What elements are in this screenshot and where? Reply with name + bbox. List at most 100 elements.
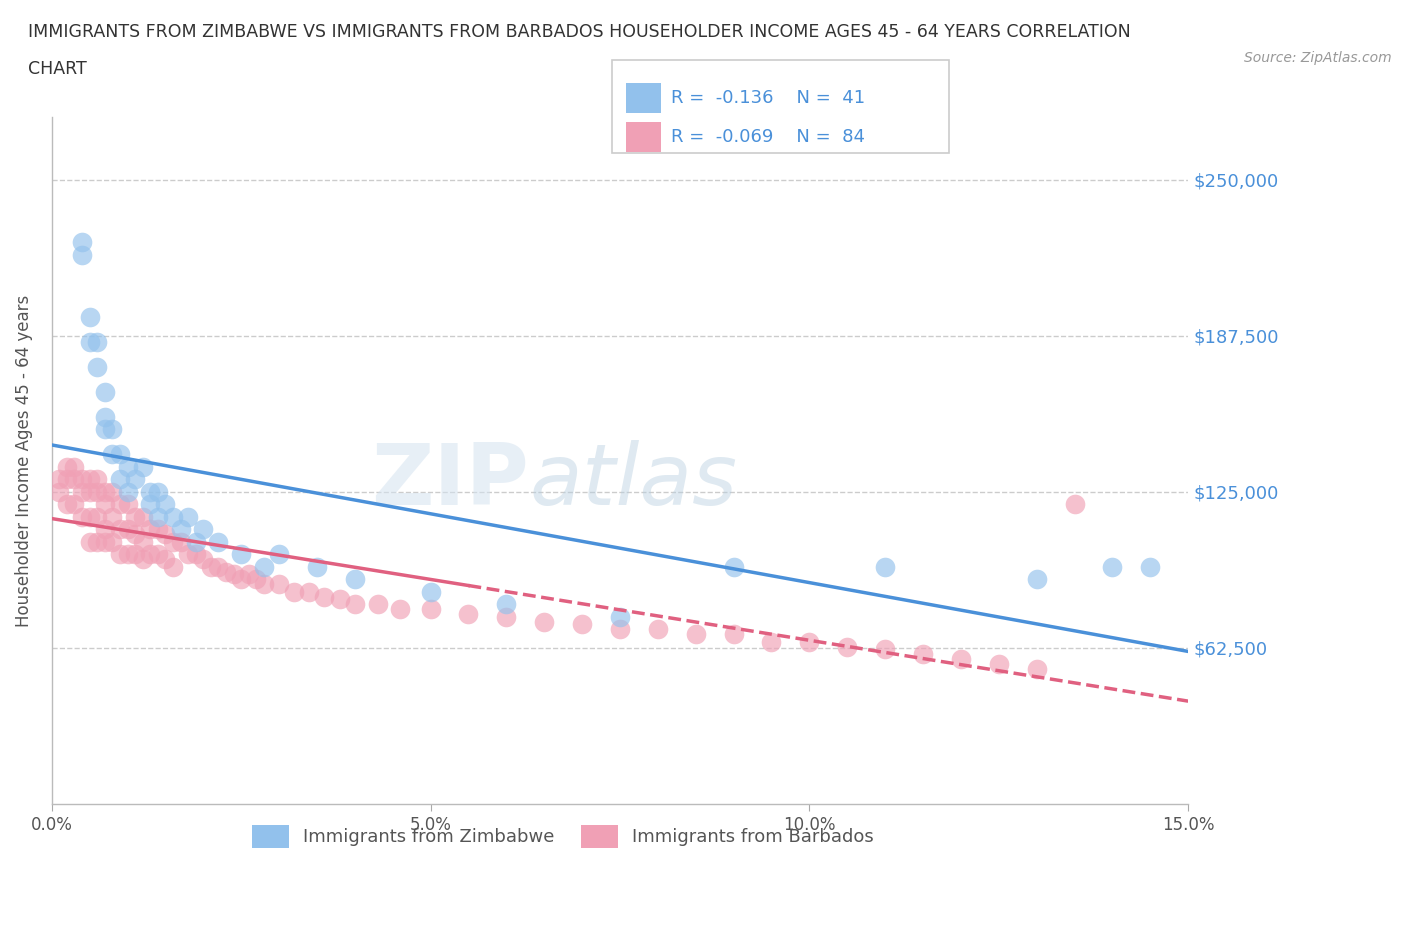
Point — [86, 510, 108, 525]
Point — [94, 422, 117, 437]
Point — [1139, 559, 1161, 574]
Point — [117, 485, 139, 499]
Point — [56, 472, 79, 486]
Text: atlas: atlas — [529, 440, 737, 523]
Point — [837, 639, 859, 654]
Point — [609, 621, 631, 636]
Point — [184, 534, 207, 549]
Point — [253, 577, 276, 591]
Point — [571, 617, 593, 631]
Point — [124, 472, 146, 486]
Point — [343, 572, 366, 587]
Point — [108, 446, 131, 461]
Point — [139, 522, 162, 537]
Point — [298, 584, 321, 599]
Point — [723, 627, 745, 642]
Legend: Immigrants from Zimbabwe, Immigrants from Barbados: Immigrants from Zimbabwe, Immigrants fro… — [243, 817, 883, 857]
Point — [86, 485, 108, 499]
Point — [146, 547, 169, 562]
Point — [86, 360, 108, 375]
Point — [949, 652, 972, 667]
Point — [799, 634, 821, 649]
Point — [70, 234, 93, 249]
Point — [162, 510, 184, 525]
Point — [131, 534, 153, 549]
Point — [162, 534, 184, 549]
Point — [987, 657, 1010, 671]
Point — [101, 510, 124, 525]
Point — [1025, 572, 1047, 587]
Point — [875, 559, 897, 574]
Point — [94, 497, 117, 512]
Point — [329, 591, 352, 606]
Point — [533, 614, 555, 629]
Point — [155, 526, 177, 541]
Point — [108, 497, 131, 512]
Point — [231, 547, 253, 562]
Point — [139, 485, 162, 499]
Point — [108, 547, 131, 562]
Point — [117, 459, 139, 474]
Point — [343, 597, 366, 612]
Point — [495, 597, 517, 612]
Point — [207, 559, 229, 574]
Text: Source: ZipAtlas.com: Source: ZipAtlas.com — [1244, 51, 1392, 65]
Point — [314, 589, 336, 604]
Point — [101, 422, 124, 437]
Point — [1025, 661, 1047, 676]
Point — [215, 565, 238, 579]
Point — [267, 577, 290, 591]
Point — [238, 566, 260, 581]
Point — [457, 606, 479, 621]
Point — [253, 559, 276, 574]
Point — [86, 534, 108, 549]
Point — [94, 522, 117, 537]
Point — [70, 485, 93, 499]
Point — [117, 547, 139, 562]
Point — [389, 602, 412, 617]
Point — [86, 472, 108, 486]
Text: R =  -0.136    N =  41: R = -0.136 N = 41 — [671, 88, 865, 107]
Point — [875, 642, 897, 657]
Point — [124, 526, 146, 541]
Point — [94, 409, 117, 424]
Point — [162, 559, 184, 574]
Point — [177, 547, 200, 562]
Point — [245, 572, 267, 587]
Point — [117, 522, 139, 537]
Point — [70, 247, 93, 262]
Point — [184, 547, 207, 562]
Point — [367, 597, 389, 612]
Point — [222, 566, 245, 581]
Point — [193, 551, 215, 566]
Point — [761, 634, 783, 649]
Point — [56, 459, 79, 474]
Point — [117, 497, 139, 512]
Point — [70, 510, 93, 525]
Point — [419, 584, 441, 599]
Point — [131, 551, 153, 566]
Point — [146, 510, 169, 525]
Point — [101, 534, 124, 549]
Point — [63, 459, 86, 474]
Point — [131, 510, 153, 525]
Point — [79, 335, 101, 350]
Point — [79, 510, 101, 525]
Point — [56, 497, 79, 512]
Point — [101, 485, 124, 499]
Point — [63, 497, 86, 512]
Point — [139, 547, 162, 562]
Point — [124, 510, 146, 525]
Point — [155, 497, 177, 512]
Point — [146, 485, 169, 499]
Point — [723, 559, 745, 574]
Point — [169, 534, 191, 549]
Text: R =  -0.069    N =  84: R = -0.069 N = 84 — [671, 127, 865, 146]
Point — [79, 534, 101, 549]
Point — [146, 522, 169, 537]
Point — [267, 547, 290, 562]
Point — [685, 627, 707, 642]
Point — [101, 446, 124, 461]
Point — [495, 609, 517, 624]
Point — [1101, 559, 1123, 574]
